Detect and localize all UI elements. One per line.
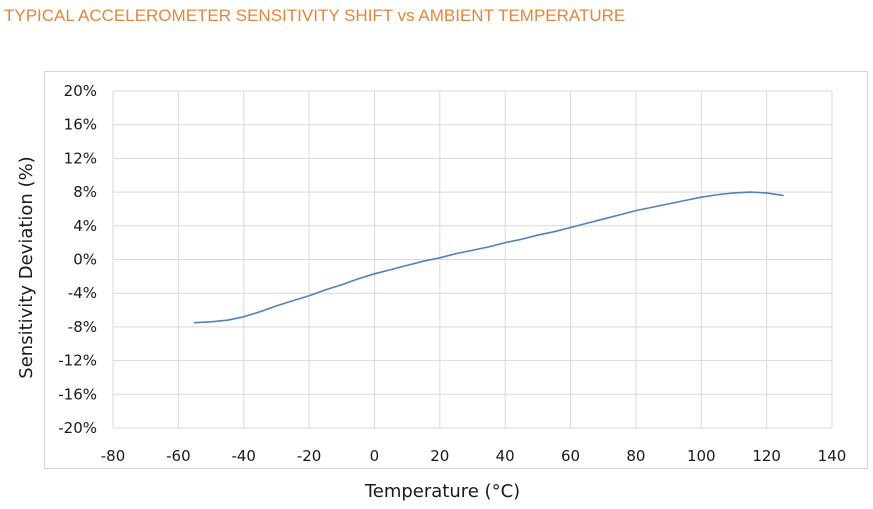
series-group <box>193 191 784 324</box>
y-tick-label: -20% <box>58 419 97 437</box>
y-tick-label: -16% <box>58 385 97 403</box>
y-tick-label: -8% <box>68 318 97 336</box>
x-tick-label: 80 <box>626 447 645 465</box>
series-line <box>193 191 784 324</box>
x-tick-label: -20 <box>297 447 322 465</box>
y-tick-label: 4% <box>73 217 97 235</box>
x-axis-title: Temperature (°C) <box>364 481 520 502</box>
y-tick-label: 0% <box>73 251 97 269</box>
x-tick-label: 140 <box>818 447 847 465</box>
y-tick-label: 8% <box>73 183 97 201</box>
x-tick-label: 120 <box>752 447 781 465</box>
y-tick-labels: 20% 16% 12% 8% 4% 0% -4% -8% -12% -16% -20% <box>58 82 97 437</box>
x-tick-label: -60 <box>166 447 191 465</box>
x-tick-label: 40 <box>496 447 515 465</box>
y-tick-label: 20% <box>64 82 97 100</box>
x-tick-label: 60 <box>561 447 580 465</box>
chart-frame <box>44 71 868 469</box>
x-tick-labels: -80 -60 -40 -20 0 20 40 60 80 100 120 140 <box>101 447 847 465</box>
y-tick-label: -4% <box>68 284 97 302</box>
x-tick-label: 0 <box>370 447 380 465</box>
y-tick-label: 16% <box>64 116 97 134</box>
x-tick-label: 100 <box>687 447 716 465</box>
gridlines <box>112 90 833 429</box>
y-tick-label: 12% <box>64 149 97 167</box>
chart-title: TYPICAL ACCELEROMETER SENSITIVITY SHIFT … <box>4 6 626 25</box>
x-tick-label: -80 <box>101 447 126 465</box>
x-tick-label: -40 <box>231 447 256 465</box>
y-axis-title: Sensitivity Deviation (%) <box>16 156 37 378</box>
y-tick-label: -12% <box>58 352 97 370</box>
x-tick-label: 20 <box>430 447 449 465</box>
